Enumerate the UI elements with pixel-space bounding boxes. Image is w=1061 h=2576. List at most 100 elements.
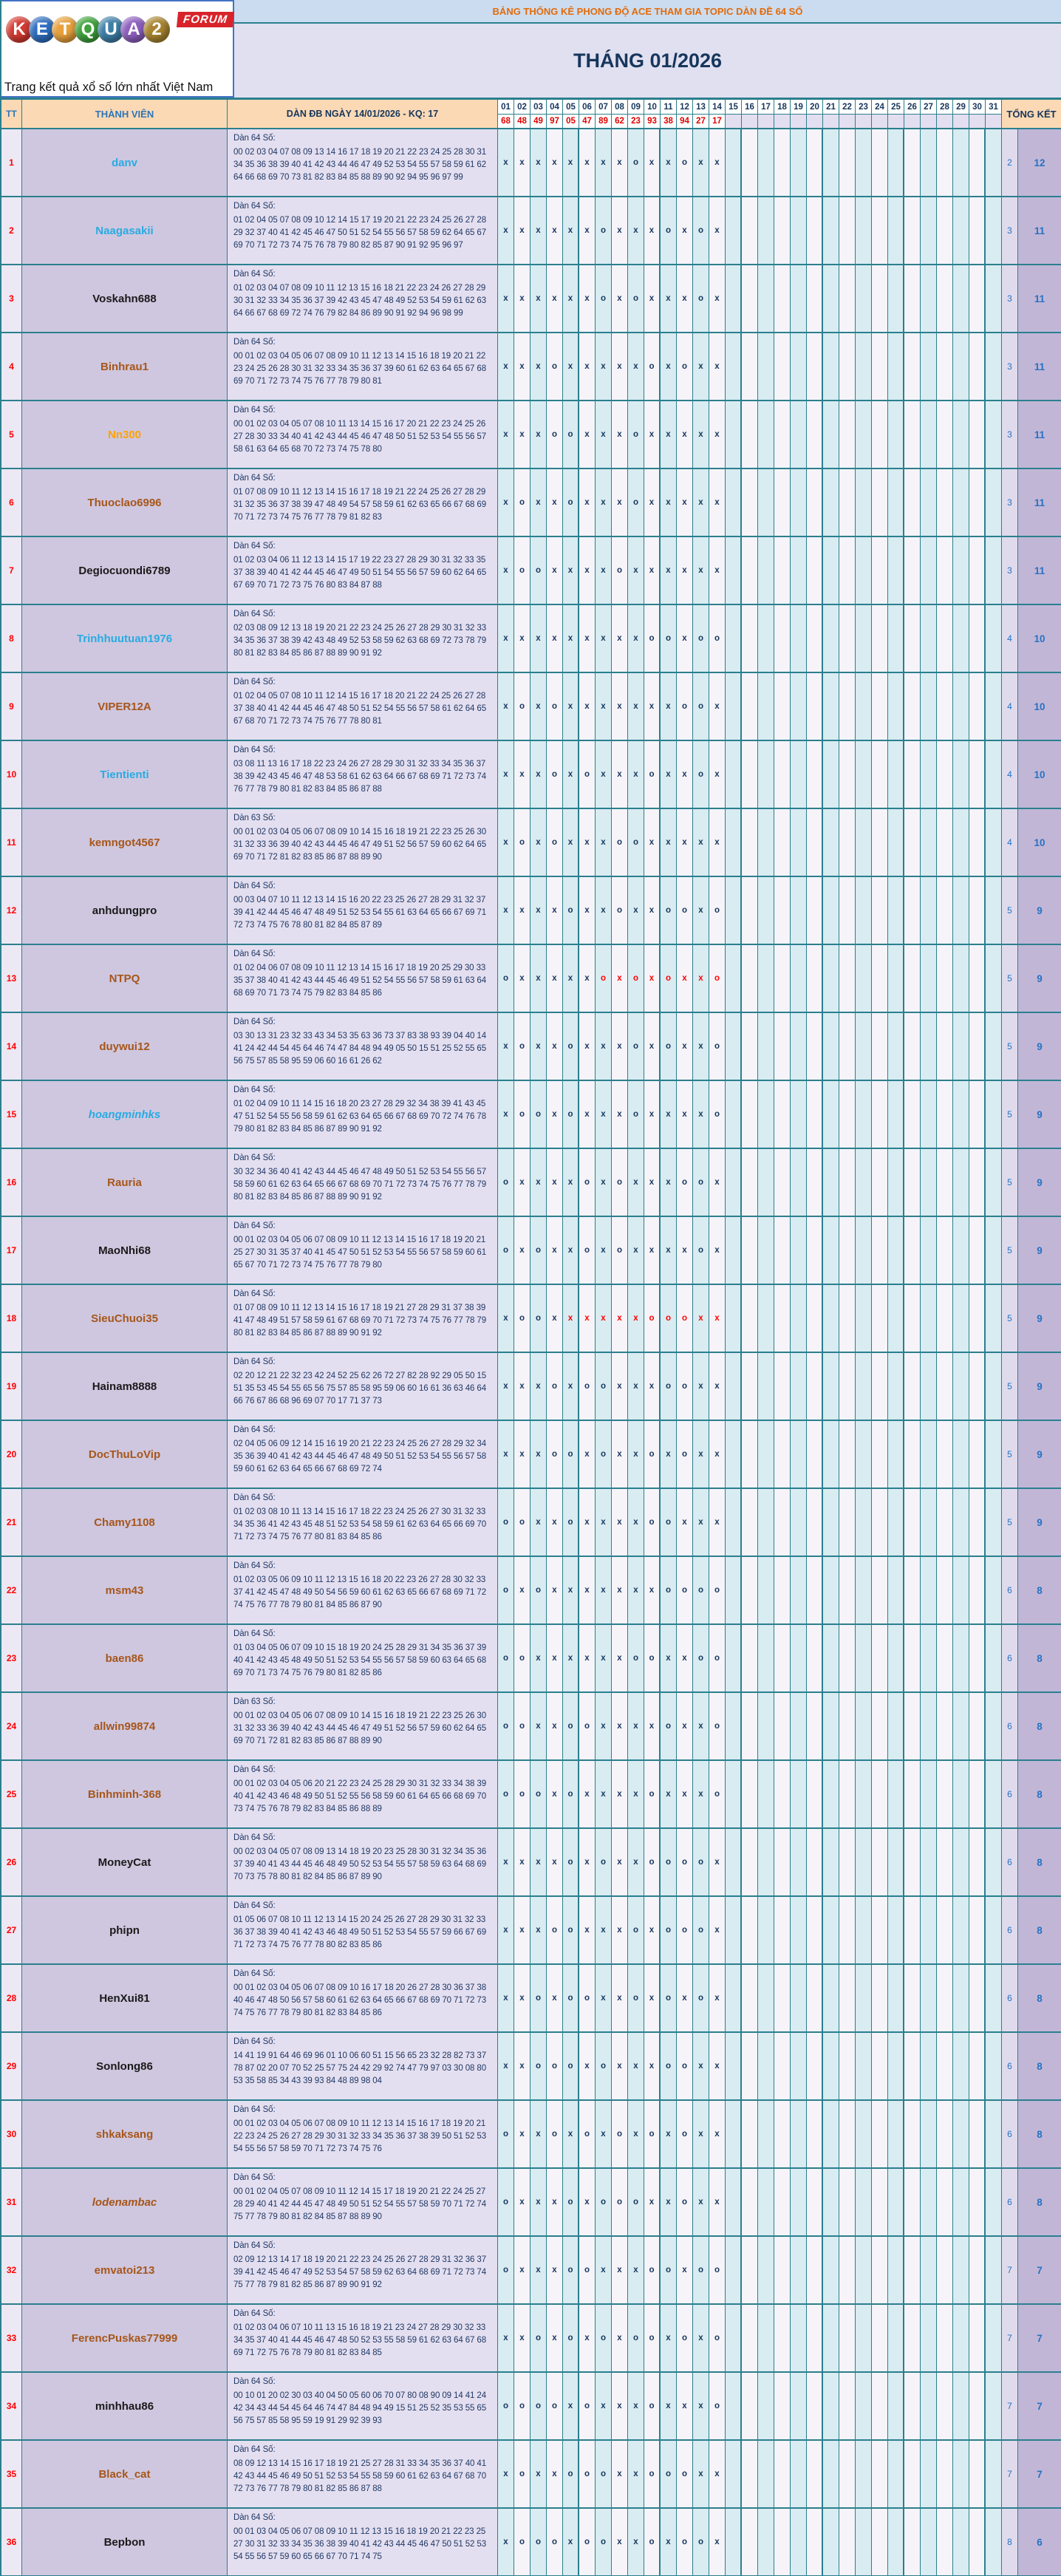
member-name-link[interactable]: hoangminhks xyxy=(22,1081,228,1148)
hit-mark: x xyxy=(601,1314,606,1323)
member-name-link[interactable]: Trinhhuutuan1976 xyxy=(22,605,228,672)
member-name-link[interactable]: MaoNhi68 xyxy=(22,1217,228,1284)
day-mark-cell xyxy=(726,129,742,197)
number-set-cell: Dàn 64 Số: 01 03 04 05 06 07 09 10 15 18… xyxy=(228,1625,498,1692)
day-result-value: 27 xyxy=(693,115,709,128)
day-mark-cell: x xyxy=(628,333,644,401)
hit-mark: x xyxy=(503,2062,508,2071)
member-name-link[interactable]: baen86 xyxy=(22,1625,228,1692)
member-name-link[interactable]: Binhrau1 xyxy=(22,333,228,401)
day-mark-cell: x xyxy=(661,2305,677,2372)
total-miss-count: 5 xyxy=(1002,1285,1018,1352)
day-mark-cell xyxy=(758,1557,774,1624)
day-mark-cell xyxy=(774,197,791,265)
miss-mark: o xyxy=(697,226,704,235)
day-mark-cell xyxy=(921,1285,937,1352)
day-mark-cell xyxy=(953,2305,969,2372)
day-mark-cell: o xyxy=(530,1761,547,1828)
member-name-link[interactable]: HenXui81 xyxy=(22,1965,228,2032)
day-mark-cell: x xyxy=(644,1693,661,1760)
member-name-link[interactable]: Binhminh-368 xyxy=(22,1761,228,1828)
day-mark-cell xyxy=(921,2169,937,2236)
day-number: 29 xyxy=(953,100,969,115)
member-name-link[interactable]: Tientienti xyxy=(22,741,228,808)
member-name-link[interactable]: danv xyxy=(22,129,228,197)
hit-mark: x xyxy=(666,838,671,847)
miss-mark: o xyxy=(584,770,590,779)
member-name-link[interactable]: phipn xyxy=(22,1897,228,1964)
day-mark-cell: o xyxy=(628,129,644,197)
day-mark-cell xyxy=(986,1353,1002,1420)
day-mark-cell xyxy=(823,129,839,197)
member-name-link[interactable]: duywui12 xyxy=(22,1013,228,1080)
member-name-link[interactable]: Rauria xyxy=(22,1149,228,1216)
member-name-link[interactable]: Thuoclao6996 xyxy=(22,469,228,536)
hit-mark: x xyxy=(552,226,557,235)
row-number: 8 xyxy=(1,605,22,672)
number-set-values: 00 01 03 04 05 06 07 08 09 10 11 12 13 1… xyxy=(233,2527,487,2561)
day-mark-cell xyxy=(856,2441,872,2508)
day-mark-cell: x xyxy=(693,1761,709,1828)
member-name-link[interactable]: DocThuLoVip xyxy=(22,1421,228,1488)
day-mark-cell: o xyxy=(547,2373,563,2440)
table-row: 19 Hainam8888 Dàn 64 Số: 02 20 12 21 22 … xyxy=(1,1352,1061,1420)
member-name-link[interactable]: Chamy1108 xyxy=(22,1489,228,1556)
hit-mark: x xyxy=(617,1858,622,1867)
day-mark-cell: x xyxy=(709,537,726,604)
day-mark-cell xyxy=(904,1421,921,1488)
number-set-cell: Dàn 64 Số: 01 07 08 09 10 11 12 13 14 15… xyxy=(228,1285,498,1352)
row-number: 35 xyxy=(1,2441,22,2508)
day-mark-cell: x xyxy=(579,197,596,265)
day-mark-cell xyxy=(807,1965,823,2032)
number-set-values: 01 02 03 04 06 07 10 11 13 15 16 18 19 2… xyxy=(233,2323,487,2357)
day-mark-cell: x xyxy=(661,401,677,468)
member-name-link[interactable]: msm43 xyxy=(22,1557,228,1624)
day-mark-cell: x xyxy=(579,129,596,197)
member-name-link[interactable]: Nn300 xyxy=(22,401,228,468)
member-name-link[interactable]: shkaksang xyxy=(22,2101,228,2168)
member-name-link[interactable]: emvatoi213 xyxy=(22,2237,228,2304)
day-mark-cell xyxy=(969,1625,986,1692)
total-miss-count: 5 xyxy=(1002,945,1018,1012)
row-number: 24 xyxy=(1,1693,22,1760)
miss-mark: o xyxy=(535,1586,542,1595)
day-mark-cell xyxy=(904,945,921,1012)
member-name-link[interactable]: anhdungpro xyxy=(22,877,228,944)
member-name-link[interactable]: MoneyCat xyxy=(22,1829,228,1896)
member-name-link[interactable]: Black_cat xyxy=(22,2441,228,2508)
member-name-link[interactable]: SieuChuoi35 xyxy=(22,1285,228,1352)
day-mark-cell: x xyxy=(563,197,579,265)
member-name-link[interactable]: VIPER12A xyxy=(22,673,228,740)
member-name-link[interactable]: Sonlong86 xyxy=(22,2033,228,2100)
forum-badge: FORUM xyxy=(176,12,235,27)
member-name-link[interactable]: Bepbon xyxy=(22,2509,228,2576)
member-name-link[interactable]: FerencPuskas77999 xyxy=(22,2305,228,2372)
member-name-link[interactable]: minhhau86 xyxy=(22,2373,228,2440)
hit-mark: x xyxy=(552,1994,557,2003)
member-name-link[interactable]: Voskahn688 xyxy=(22,265,228,333)
day-mark-cell: x xyxy=(498,1081,514,1148)
day-mark-cell xyxy=(774,1829,791,1896)
miss-mark: o xyxy=(616,838,623,847)
member-name-link[interactable]: NTPQ xyxy=(22,945,228,1012)
member-name-link[interactable]: Naagasakii xyxy=(22,197,228,265)
day-mark-cell xyxy=(872,1761,888,1828)
hit-mark: x xyxy=(649,1586,655,1595)
member-name-link[interactable]: Hainam8888 xyxy=(22,1353,228,1420)
day-mark-cell: o xyxy=(661,1285,677,1352)
day-number: 10 xyxy=(644,100,660,115)
member-name-link[interactable]: lodenambac xyxy=(22,2169,228,2236)
member-name-link[interactable]: allwin99874 xyxy=(22,1693,228,1760)
day-mark-cell xyxy=(872,809,888,876)
member-name-link[interactable]: Degiocuondi6789 xyxy=(22,537,228,604)
day-mark-cell xyxy=(742,1693,758,1760)
day-mark-cell: o xyxy=(547,1421,563,1488)
day-mark-cell xyxy=(969,809,986,876)
hit-mark: x xyxy=(519,158,525,167)
member-name-link[interactable]: kemngot4567 xyxy=(22,809,228,876)
miss-mark: o xyxy=(584,1722,590,1731)
day-mark-cell xyxy=(921,2373,937,2440)
